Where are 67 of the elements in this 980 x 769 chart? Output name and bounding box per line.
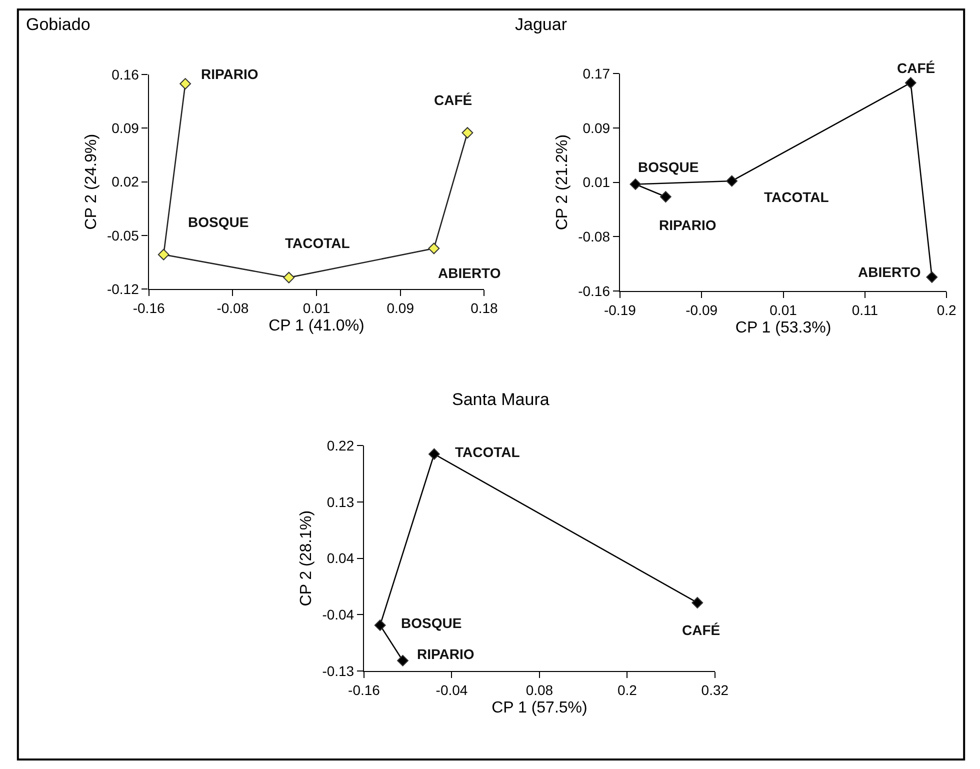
annotation: RIPARIO — [417, 646, 474, 662]
x-tick-label: -0.16 — [132, 300, 165, 316]
x-tick-label: 0.11 — [852, 302, 878, 318]
point — [158, 248, 170, 260]
point — [462, 127, 474, 138]
point — [904, 77, 916, 89]
x-tick-label: 0.08 — [526, 682, 554, 698]
y-axis-title: CP 2 (28.1%) — [298, 510, 316, 606]
y-tick-label: -0.16 — [578, 282, 610, 299]
point — [726, 175, 738, 187]
point — [926, 271, 938, 283]
annotation: CAFÉ — [682, 622, 720, 638]
x-axis-title: CP 1 (41.0%) — [268, 318, 364, 335]
x-tick-label: 0.18 — [470, 300, 498, 316]
annotation: ABIERTO — [438, 265, 501, 281]
y-tick-label: 0.09 — [112, 120, 140, 136]
x-tick-label: 0.2 — [936, 302, 957, 318]
annotation: TACOTAL — [764, 189, 830, 205]
chart-title: Gobiado — [26, 15, 90, 34]
point — [692, 597, 704, 608]
x-tick-label: -0.04 — [436, 682, 468, 698]
y-tick-label: 0.16 — [112, 66, 140, 82]
x-tick-label: -0.08 — [216, 300, 249, 316]
y-tick-label: -0.13 — [322, 662, 354, 679]
y-tick-label: 0.01 — [582, 174, 610, 190]
chart-title: Jaguar — [515, 15, 568, 34]
x-tick-label: -0.09 — [686, 302, 718, 318]
x-tick-label: 0.09 — [386, 300, 414, 316]
annotation: CAFÉ — [434, 92, 472, 108]
y-tick-label: 0.04 — [326, 550, 354, 566]
x-axis-title: CP 1 (57.5%) — [492, 700, 588, 717]
chart-title: Santa Maura — [452, 390, 550, 409]
annotation: BOSQUE — [188, 214, 249, 230]
x-tick-label: 0.01 — [302, 300, 330, 316]
y-axis-title: CP 2 (24.9%) — [82, 134, 100, 230]
y-axis-title: CP 2 (21.2%) — [554, 134, 572, 230]
y-tick-label: -0.08 — [578, 228, 610, 245]
annotation: RIPARIO — [201, 66, 258, 82]
y-tick-label: -0.05 — [106, 227, 140, 244]
y-tick-label: -0.12 — [106, 280, 140, 297]
point — [374, 620, 386, 631]
point — [428, 242, 440, 254]
x-tick-label: 0.32 — [701, 682, 729, 698]
point — [630, 178, 642, 190]
point — [180, 78, 192, 90]
point — [428, 448, 440, 460]
y-tick-label: 0.13 — [326, 494, 354, 510]
point — [283, 272, 295, 284]
annotation: BOSQUE — [401, 615, 462, 631]
y-tick-label: 0.17 — [582, 66, 610, 82]
annotation: ABIERTO — [858, 264, 921, 280]
point — [397, 654, 408, 666]
annotation: RIPARIO — [659, 217, 716, 233]
annotation: TACOTAL — [285, 235, 350, 251]
x-tick-label: 0.2 — [617, 682, 638, 698]
y-tick-label: 0.09 — [582, 120, 610, 136]
x-tick-label: 0.01 — [770, 302, 798, 318]
y-tick-label: 0.02 — [112, 174, 140, 190]
annotation: CAFÉ — [897, 60, 936, 76]
y-tick-label: -0.04 — [322, 606, 354, 623]
y-tick-label: 0.22 — [326, 438, 354, 454]
x-tick-label: -0.16 — [348, 682, 380, 698]
point — [660, 191, 672, 202]
annotation: TACOTAL — [455, 444, 520, 460]
x-axis-title: CP 1 (53.3%) — [735, 320, 832, 337]
annotation: BOSQUE — [638, 159, 699, 175]
x-tick-label: -0.19 — [604, 302, 636, 318]
